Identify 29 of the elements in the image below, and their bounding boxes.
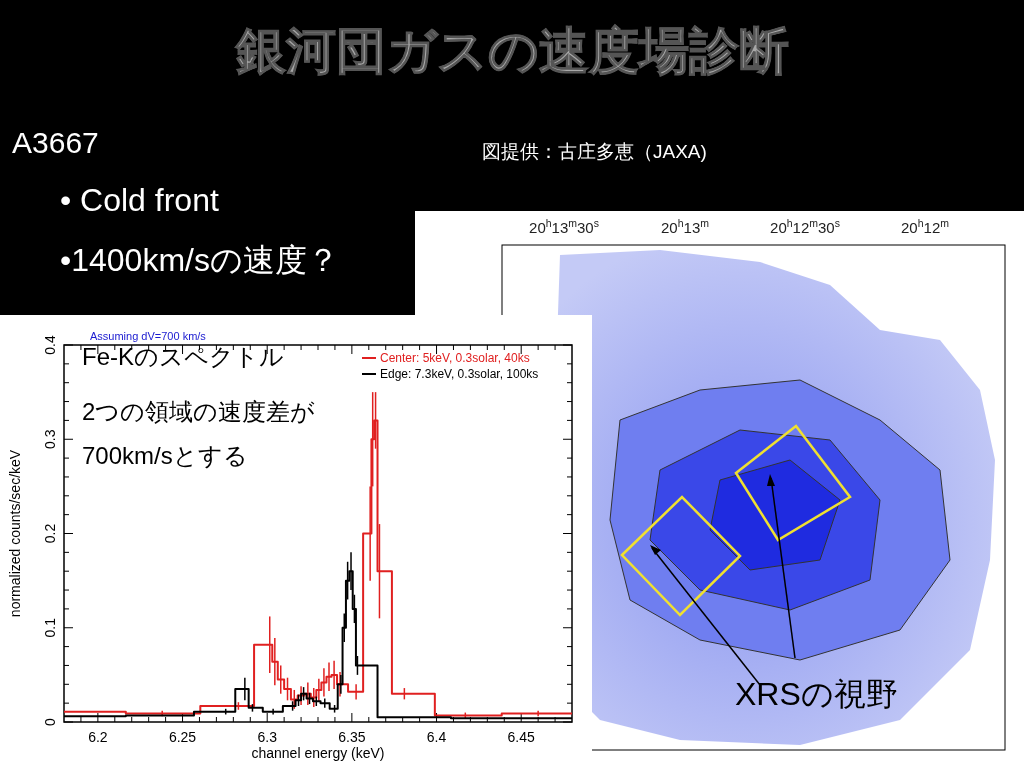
y-axis-title: normalized counts/sec/keV <box>7 449 23 618</box>
annotation: 2つの領域の速度差が <box>82 398 316 425</box>
text: XRSの視野 <box>735 676 898 712</box>
y-tick-label: 0 <box>42 717 58 726</box>
x-axis-title: channel energy (keV) <box>251 745 385 761</box>
annotation: Fe-Kのスペクトル <box>82 343 285 370</box>
y-tick-label: 0.4 <box>42 335 58 355</box>
text: 20$^{h}$13$^{m}$ <box>661 217 710 236</box>
x-tick-label: 6.3 <box>257 729 278 745</box>
text: • Cold front <box>60 182 219 218</box>
x-tick-label: 6.2 <box>88 729 108 745</box>
y-tick-label: 0.1 <box>42 617 58 638</box>
text: 図提供：古庄多恵（JAXA) <box>482 141 707 162</box>
y-tick-label: 0.3 <box>42 429 58 449</box>
annotation: 700km/sとする <box>82 442 248 469</box>
text: •1400km/sの速度？ <box>60 242 339 278</box>
x-tick-label: 6.45 <box>507 729 536 745</box>
x-tick-label: 6.35 <box>338 729 366 745</box>
text: 20$^{h}$12$^{m}$ <box>901 217 950 236</box>
text: A3667 <box>12 126 99 159</box>
chart-title: 銀河団ガスの速度場診断 <box>233 23 789 79</box>
text: 20$^{h}$13$^{m}$30$^{s}$ <box>529 217 599 236</box>
x-tick-label: 6.4 <box>426 729 447 745</box>
legend-label: Edge: 7.3keV, 0.3solar, 100ks <box>380 367 539 381</box>
text: Assuming dV=700 km/s <box>90 330 207 342</box>
text: 20$^{h}$12$^{m}$30$^{s}$ <box>770 217 840 236</box>
x-tick-label: 6.25 <box>168 729 197 745</box>
legend-label: Center: 5keV, 0.3solar, 40ks <box>380 351 530 365</box>
y-tick-label: 0.2 <box>42 523 58 544</box>
